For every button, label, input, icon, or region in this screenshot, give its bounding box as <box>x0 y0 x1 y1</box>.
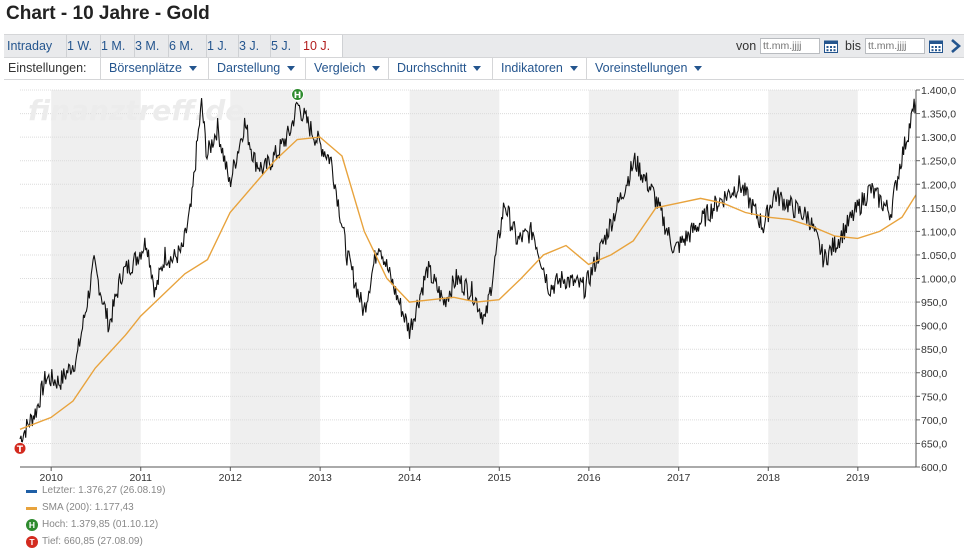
chevron-right-icon[interactable] <box>949 39 961 53</box>
legend-text: SMA (200): 1.177,43 <box>42 502 134 513</box>
x-tick-label: 2014 <box>398 472 422 482</box>
marker-symbol: H <box>294 91 302 101</box>
x-tick-label: 2017 <box>667 472 691 482</box>
y-axis: 600,0 650,0 700,0 750,0 800,0 850,0 900,0 950,0… <box>915 85 956 474</box>
range-toolbar: Intraday 1 W. 1 M. 3 M. 6 M. 1 J. 3 J. 5… <box>4 34 964 58</box>
legend-swatch-sma <box>26 507 37 510</box>
tab-1j[interactable]: 1 J. <box>204 35 239 57</box>
tab-intraday[interactable]: Intraday <box>4 35 67 57</box>
sma-line <box>19 136 917 430</box>
legend-swatch-letzter <box>26 490 37 493</box>
year-shading <box>51 90 858 467</box>
sma-series <box>19 136 917 430</box>
watermark: finanztreff.de <box>28 94 244 127</box>
tab-1m[interactable]: 1 M. <box>98 35 135 57</box>
x-tick-label: 2019 <box>846 472 870 482</box>
menu-label: Durchschnitt <box>397 61 467 75</box>
y-tick-label: 1.250,0 <box>921 156 956 168</box>
x-axis: 2010 2011 2012 2013 2014 2015 2016 2017 2018 2019 <box>20 466 916 482</box>
settings-toolbar: Einstellungen: Börsenplätze Darstellung … <box>4 58 964 80</box>
low-marker-icon: T <box>26 536 38 548</box>
y-tick-label: 1.350,0 <box>921 109 956 121</box>
extreme-markers: HT <box>13 87 305 455</box>
y-tick-label: 1.200,0 <box>921 179 956 191</box>
legend-text: Hoch: 1.379,85 (01.10.12) <box>42 519 159 530</box>
calendar-icon[interactable] <box>824 39 838 53</box>
menu-voreinstellungen[interactable]: Voreinstellungen <box>586 58 713 79</box>
high-marker: H <box>291 87 305 101</box>
tab-3j[interactable]: 3 J. <box>236 35 271 57</box>
settings-label: Einstellungen: <box>8 61 87 75</box>
y-tick-label: 800,0 <box>921 368 947 380</box>
y-tick-label: 1.100,0 <box>921 226 956 238</box>
y-tick-label: 650,0 <box>921 438 947 450</box>
x-tick-label: 2018 <box>757 472 781 482</box>
y-tick-label: 1.150,0 <box>921 203 956 215</box>
tab-5j[interactable]: 5 J. <box>268 35 303 57</box>
price-chart: finanztreff.de HT 600,0650,0700,0750,080… <box>13 85 956 482</box>
y-tick-label: 1.050,0 <box>921 250 956 262</box>
caret-down-icon <box>694 66 703 72</box>
x-tick-label: 2010 <box>39 472 63 482</box>
y-tick-label: 600,0 <box>921 462 947 474</box>
x-tick-label: 2015 <box>488 472 512 482</box>
caret-down-icon <box>188 66 197 72</box>
menu-durchschnitt[interactable]: Durchschnitt <box>388 58 494 79</box>
caret-down-icon <box>372 66 381 72</box>
date-to-input[interactable] <box>865 38 925 54</box>
calendar-icon[interactable] <box>929 39 943 53</box>
y-tick-label: 850,0 <box>921 344 947 356</box>
menu-vergleich[interactable]: Vergleich <box>305 58 390 79</box>
low-marker: T <box>13 441 27 455</box>
menu-label: Vergleich <box>314 61 366 75</box>
caret-down-icon <box>287 66 296 72</box>
y-tick-label: 1.300,0 <box>921 132 956 144</box>
tab-6m[interactable]: 6 M. <box>166 35 207 57</box>
marker-circle <box>13 441 27 455</box>
tab-3m[interactable]: 3 M. <box>132 35 169 57</box>
menu-label: Börsenplätze <box>109 61 182 75</box>
menu-indikatoren[interactable]: Indikatoren <box>492 58 588 79</box>
y-tick-label: 900,0 <box>921 321 947 333</box>
tab-1w[interactable]: 1 W. <box>64 35 101 57</box>
y-tick-label: 1.000,0 <box>921 274 956 286</box>
menu-label: Indikatoren <box>501 61 563 75</box>
y-tick-label: 950,0 <box>921 297 947 309</box>
menu-label: Darstellung <box>217 61 281 75</box>
marker-circle <box>291 87 305 101</box>
menu-darstellung[interactable]: Darstellung <box>208 58 303 79</box>
page-title: Chart - 10 Jahre - Gold <box>6 3 210 24</box>
caret-down-icon <box>569 66 578 72</box>
date-from-input[interactable] <box>760 38 820 54</box>
legend-text: Tief: 660,85 (27.08.09) <box>42 536 143 547</box>
x-tick-label: 2011 <box>129 472 152 482</box>
x-tick-label: 2016 <box>577 472 601 482</box>
y-tick-label: 700,0 <box>921 415 947 427</box>
caret-down-icon <box>473 66 482 72</box>
legend-text: Letzter: 1.376,27 (26.08.19) <box>42 485 166 496</box>
high-marker-icon: H <box>26 519 38 531</box>
tab-10j[interactable]: 10 J. <box>300 35 343 57</box>
y-tick-label: 1.400,0 <box>921 85 956 97</box>
date-from-label: von <box>736 39 757 53</box>
year-shade-2016 <box>588 90 679 467</box>
menu-label: Voreinstellungen <box>595 61 688 75</box>
marker-symbol: T <box>17 445 24 455</box>
x-tick-label: 2013 <box>308 472 332 482</box>
x-tick-label: 2012 <box>219 472 243 482</box>
date-to-label: bis <box>845 39 861 53</box>
y-tick-label: 750,0 <box>921 391 947 403</box>
menu-boersenplaetze[interactable]: Börsenplätze <box>100 58 205 79</box>
year-shade-2012 <box>230 90 321 467</box>
